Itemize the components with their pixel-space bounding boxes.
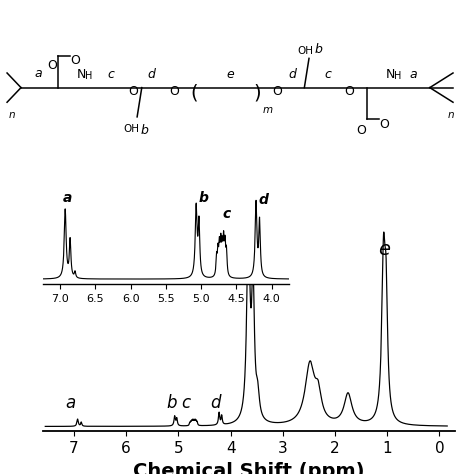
Text: O: O	[71, 55, 81, 67]
Text: O: O	[128, 84, 138, 98]
Text: a: a	[410, 68, 417, 81]
Text: b: b	[198, 191, 208, 205]
Text: O: O	[356, 124, 366, 137]
Text: a: a	[63, 191, 72, 205]
Text: e: e	[378, 240, 390, 259]
Text: H: H	[393, 71, 401, 81]
Text: c: c	[107, 68, 114, 81]
Text: N: N	[386, 68, 395, 81]
Text: b: b	[140, 124, 148, 137]
Text: b: b	[166, 394, 177, 412]
Text: c: c	[181, 394, 190, 412]
Text: n: n	[447, 109, 454, 119]
Text: b: b	[315, 43, 322, 56]
Text: d: d	[211, 394, 221, 412]
X-axis label: Chemical Shift (ppm): Chemical Shift (ppm)	[133, 462, 365, 474]
Text: a: a	[35, 67, 42, 80]
Text: OH: OH	[123, 124, 139, 134]
Text: OH: OH	[297, 46, 313, 56]
Text: O: O	[47, 59, 57, 72]
Text: c: c	[222, 207, 230, 221]
Text: n: n	[9, 109, 15, 119]
Text: O: O	[272, 84, 282, 98]
Text: e: e	[226, 68, 234, 81]
Text: d: d	[289, 68, 297, 81]
Text: O: O	[380, 118, 390, 131]
Text: O: O	[344, 84, 354, 98]
Text: m: m	[263, 105, 273, 115]
Text: c: c	[324, 68, 331, 81]
Text: O: O	[170, 84, 180, 98]
Text: (: (	[191, 84, 198, 103]
Text: d: d	[147, 68, 155, 81]
Text: a: a	[66, 394, 76, 412]
Text: H: H	[85, 71, 92, 81]
Text: d: d	[258, 192, 268, 207]
Text: ): )	[253, 84, 261, 103]
Text: N: N	[77, 68, 86, 81]
